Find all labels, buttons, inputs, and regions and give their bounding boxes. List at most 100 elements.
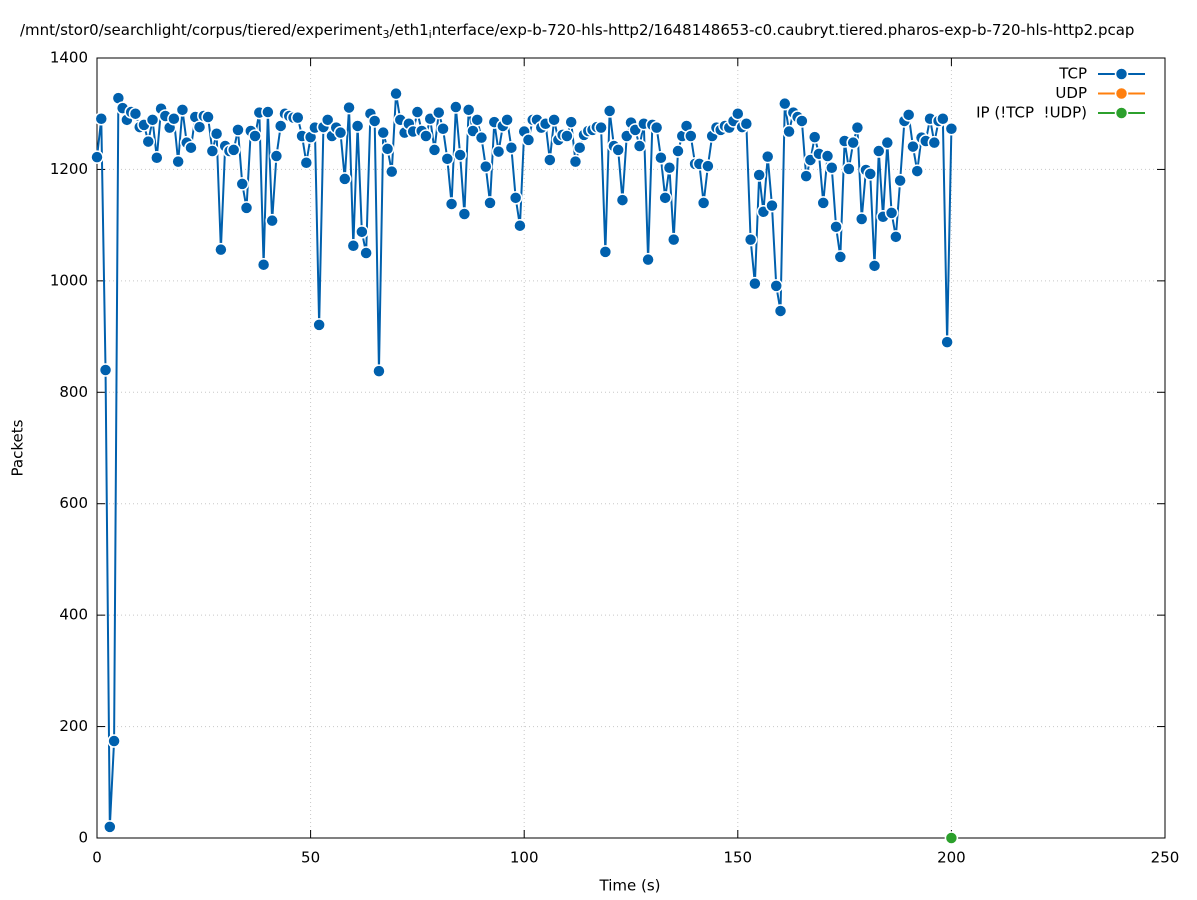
data-point — [752, 168, 766, 182]
plot-frame — [96, 57, 1166, 839]
data-point — [342, 100, 356, 115]
data-point — [833, 250, 848, 264]
data-point — [799, 169, 813, 183]
x-tick-label: 200 — [937, 849, 966, 867]
data-point — [231, 123, 245, 137]
x-tick-label: 250 — [1151, 849, 1180, 867]
data-point — [150, 150, 164, 165]
data-point — [829, 220, 843, 234]
data-point — [825, 161, 839, 175]
data-point — [427, 143, 442, 157]
data-point — [504, 140, 519, 155]
data-point — [641, 252, 655, 267]
data-point — [594, 120, 608, 135]
data-point — [444, 197, 459, 211]
data-point — [239, 201, 254, 215]
data-point — [543, 153, 557, 167]
data-point — [846, 135, 860, 150]
data-point — [192, 120, 207, 134]
data-point — [666, 232, 681, 247]
data-point — [568, 154, 583, 169]
data-point — [167, 111, 181, 126]
data-point — [671, 144, 685, 158]
data-point — [884, 206, 899, 220]
legend-entry: IP (!TCP !UDP) — [976, 104, 1145, 122]
data-point — [564, 115, 578, 129]
data-point — [214, 242, 228, 257]
data-point — [175, 103, 190, 117]
data-point — [107, 734, 121, 748]
data-point — [184, 140, 198, 155]
data-point — [513, 218, 527, 233]
data-point — [842, 162, 856, 176]
data-point — [508, 191, 523, 205]
data-point — [880, 135, 895, 150]
y-tick-label: 200 — [59, 717, 88, 735]
data-point — [338, 172, 352, 186]
data-point — [872, 144, 886, 158]
data-point — [470, 113, 484, 127]
data-point — [436, 122, 450, 136]
data-point — [171, 154, 185, 169]
title-part: /mnt/stor0/searchlight/corpus/tiered/exp… — [20, 21, 383, 39]
data-point — [521, 133, 536, 147]
legend-swatch-point — [1114, 86, 1129, 101]
legend-swatch-point — [1114, 106, 1129, 120]
data-point — [145, 113, 160, 127]
data-point — [795, 114, 809, 128]
data-point — [615, 193, 630, 207]
data-point — [141, 134, 156, 149]
data-point — [850, 120, 865, 135]
data-point — [572, 140, 587, 155]
data-point — [256, 257, 271, 272]
legend-entry: UDP — [1055, 84, 1145, 102]
data-point — [483, 196, 497, 210]
data-point — [474, 130, 489, 145]
legend-entry: TCP — [1058, 65, 1145, 83]
data-point — [320, 113, 335, 127]
data-point — [944, 831, 959, 845]
legend-label: IP (!TCP !UDP) — [976, 104, 1087, 122]
y-tick-label: 600 — [59, 494, 88, 512]
data-point — [346, 239, 361, 253]
data-point — [265, 213, 279, 228]
x-tick-label: 50 — [301, 849, 320, 867]
data-point — [739, 116, 754, 131]
y-tick-label: 800 — [59, 383, 88, 401]
data-point — [449, 100, 463, 114]
title-subscript: 3 — [382, 28, 389, 41]
data-point — [816, 196, 830, 210]
x-tick-label: 100 — [510, 849, 539, 867]
x-tick-label: 150 — [723, 849, 752, 867]
data-point — [90, 150, 104, 164]
data-point — [457, 207, 472, 221]
chart-title: /mnt/stor0/searchlight/corpus/tiered/exp… — [20, 21, 1134, 42]
data-point — [658, 191, 672, 205]
data-point — [910, 164, 924, 178]
data-point — [611, 143, 625, 157]
data-point — [748, 276, 762, 291]
data-point — [350, 119, 365, 133]
data-point — [773, 304, 788, 318]
data-point — [312, 318, 326, 332]
data-point — [889, 230, 903, 244]
data-point — [649, 120, 664, 135]
legend-label: TCP — [1058, 65, 1087, 83]
data-point — [299, 155, 314, 170]
data-point — [944, 122, 959, 136]
data-point — [273, 119, 288, 133]
data-point — [936, 111, 950, 126]
data-point — [701, 159, 715, 173]
data-point — [927, 135, 942, 150]
data-point — [419, 129, 433, 143]
data-point — [269, 149, 284, 163]
data-point — [205, 144, 220, 158]
data-point — [743, 232, 758, 247]
data-point — [98, 363, 113, 377]
data-point — [765, 198, 779, 213]
data-point — [380, 142, 395, 156]
legend-label: UDP — [1055, 84, 1087, 102]
y-tick-label: 0 — [78, 829, 88, 847]
data-point — [867, 259, 882, 273]
